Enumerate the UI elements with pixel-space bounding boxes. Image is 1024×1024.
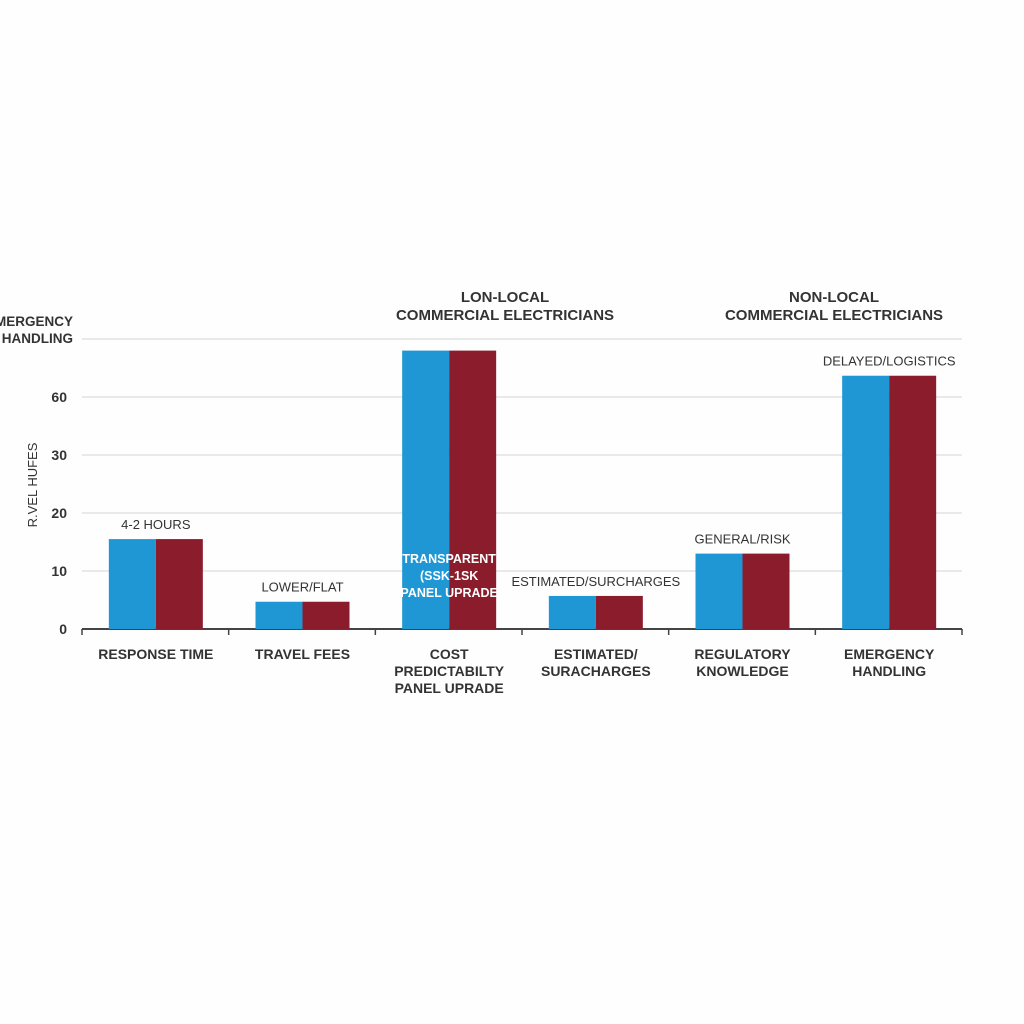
y-top-label: HANDLING <box>2 331 73 346</box>
x-category-label: KNOWLEDGE <box>696 663 789 679</box>
x-category-label: REGULATORY <box>694 646 791 662</box>
x-category-label: PREDICTABILTY <box>394 663 505 679</box>
bar-inner-label: (SSK-1SK <box>420 569 478 583</box>
x-category-label: COST <box>430 646 469 662</box>
bar-inner-label: PANEL UPRADE <box>400 586 497 600</box>
bar-blue <box>402 350 450 629</box>
x-category-label: HANDLING <box>852 663 926 679</box>
x-category-label: TRAVEL FEES <box>255 646 350 662</box>
y-tick-label: 30 <box>51 447 67 463</box>
bar-red <box>302 601 350 629</box>
y-tick-label: 0 <box>59 621 67 637</box>
data-label: DELAYED/LOGISTICS <box>823 354 956 369</box>
x-category-label: SURACHARGES <box>541 663 651 679</box>
x-category-label: RESPONSE TIME <box>98 646 213 662</box>
bar-red <box>595 595 643 629</box>
y-axis-label: R.VEL HUFES <box>25 442 40 527</box>
group-header: COMMERCIAL ELECTRICIANS <box>725 307 943 324</box>
bar-blue <box>108 539 156 629</box>
bar-blue <box>548 595 596 629</box>
y-top-label: EMERGENCY <box>0 314 73 329</box>
y-tick-label: 60 <box>51 389 67 405</box>
data-label: ESTIMATED/SURCHARGES <box>511 574 680 589</box>
bar-red <box>742 553 790 629</box>
x-category-label: ESTIMATED/ <box>554 646 638 662</box>
y-tick-label: 10 <box>51 563 67 579</box>
bar-blue <box>842 375 890 629</box>
data-label: LOWER/FLAT <box>261 580 343 595</box>
bar-red <box>449 350 497 629</box>
bar-red <box>889 375 937 629</box>
x-category-label: PANEL UPRADE <box>395 680 504 696</box>
bar-blue <box>255 601 303 629</box>
data-label: 4-2 HOURS <box>121 517 191 532</box>
x-category-label: EMERGENCY <box>844 646 935 662</box>
y-tick-label: 20 <box>51 505 67 521</box>
group-header: NON-LOCAL <box>789 289 879 306</box>
bar-blue <box>695 553 743 629</box>
bar-red <box>155 539 203 629</box>
group-header: LON-LOCAL <box>461 289 549 306</box>
group-header: COMMERCIAL ELECTRICIANS <box>396 307 614 324</box>
data-label: GENERAL/RISK <box>694 532 790 547</box>
bar-inner-label: TRANSPARENT <box>402 552 496 566</box>
